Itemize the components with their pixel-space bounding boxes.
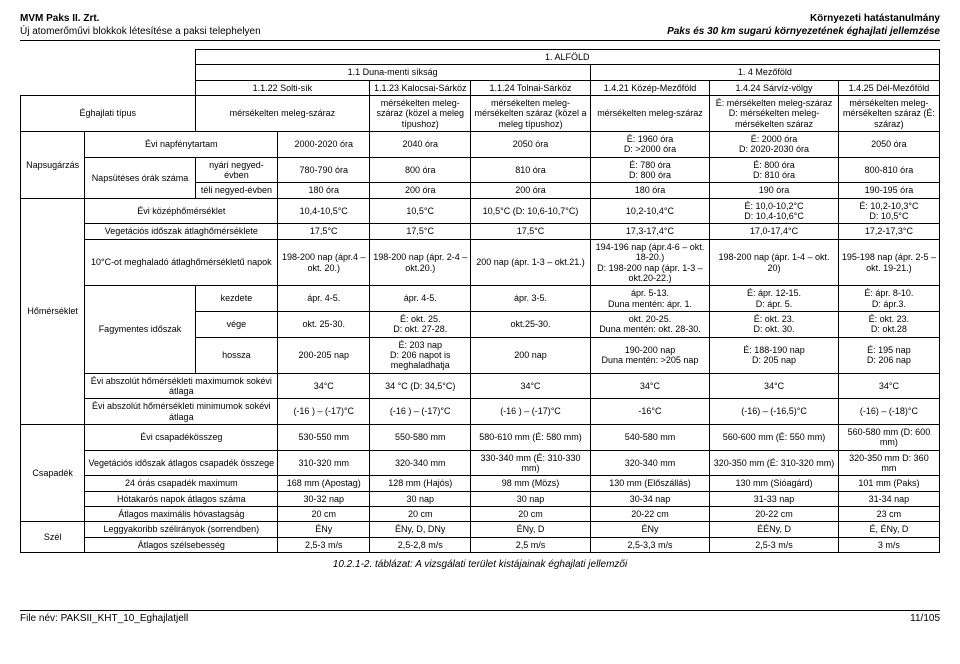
region-mezo: 1. 4 Mezőföld	[590, 65, 939, 80]
header-right: Környezeti hatástanulmány Paks és 30 km …	[667, 12, 940, 38]
company-name: MVM Paks II. Zrt.	[20, 12, 261, 25]
eghajlat-6: mérsékelten meleg-mérsékelten száraz (É:…	[838, 96, 939, 132]
vegcsap-row: Vegetációs időszak átlagos csapadék össz…	[21, 450, 940, 476]
tenc-row: 10°C-ot meghaladó átlaghőmérsékletű napo…	[21, 239, 940, 285]
hotakar-row: Hótakarós napok átlagos száma 30-32 nap …	[21, 491, 940, 506]
eghajlat-5: É: mérsékelten meleg-száraz D: mérsékelt…	[710, 96, 839, 132]
eghajlat-4: mérsékelten meleg-száraz	[590, 96, 709, 132]
footer-page: 11/105	[910, 613, 940, 624]
absmin-row: Évi abszolút hőmérsékleti minimumok soké…	[21, 399, 940, 425]
max24-row: 24 órás csapadék maximum 168 mm (Apostag…	[21, 476, 940, 491]
doc-type: Környezeti hatástanulmány	[667, 12, 940, 25]
napfeny-row: Napsugárzás Évi napfénytartam 2000-2020 …	[21, 132, 940, 158]
col-kozep: 1.4.21 Közép-Mezőföld	[590, 80, 709, 95]
col-kalocsa: 1.1.23 Kalocsai-Sárköz	[370, 80, 471, 95]
napsugar-label: Napsugárzás	[21, 132, 85, 199]
region-dms: 1.1 Duna-menti síkság	[195, 65, 590, 80]
col-del: 1.4.25 Dél-Mezőföld	[838, 80, 939, 95]
napsut-label: Napsütéses órák száma	[85, 157, 195, 198]
veget-row: Vegetációs időszak átlaghőmérséklete 17,…	[21, 224, 940, 239]
eghajlat-1: mérsékelten meleg-száraz	[195, 96, 370, 132]
csapadek-label: Csapadék	[21, 424, 85, 521]
eghajlat-row: Éghajlati típus mérsékelten meleg-száraz…	[21, 96, 940, 132]
eghajlat-3: mérsékelten meleg-mérsékelten száraz (kö…	[471, 96, 590, 132]
kezdete-row: Fagymentes időszak kezdete ápr. 4-5. ápr…	[21, 286, 940, 312]
doc-subtitle: Paks és 30 km sugarú környezetének éghaj…	[667, 25, 940, 38]
eghajlat-2: mérsékelten meleg-száraz (közel a meleg …	[370, 96, 471, 132]
region-alfold: 1. ALFÖLD	[195, 50, 939, 65]
header-left: MVM Paks II. Zrt. Új atomerőművi blokkok…	[20, 12, 261, 38]
eghajlat-label: Éghajlati típus	[21, 96, 196, 132]
absmax-row: Évi abszolút hőmérsékleti maximumok soké…	[21, 373, 940, 399]
col-tolna: 1.1.24 Tolnai-Sárköz	[471, 80, 590, 95]
header-row-1: 1. ALFÖLD	[21, 50, 940, 65]
homerseklet-label: Hőmérséklet	[21, 198, 85, 424]
col-solti: 1.1.22 Solti-sík	[195, 80, 370, 95]
szelseb-row: Átlagos szélsebesség 2,5-3 m/s 2,5-2,8 m…	[21, 537, 940, 552]
climate-table: 1. ALFÖLD 1.1 Duna-menti síkság 1. 4 Mez…	[20, 49, 940, 553]
project-desc: Új atomerőművi blokkok létesítése a paks…	[20, 25, 261, 38]
szelir-row: Szél Leggyakoribb szélirányok (sorrendbe…	[21, 522, 940, 537]
table-caption: 10.2.1-2. táblázat: A vizsgálati terület…	[20, 559, 940, 570]
szel-label: Szél	[21, 522, 85, 553]
kozep-row: Hőmérséklet Évi középhőmérséklet 10,4-10…	[21, 198, 940, 224]
hovast-row: Átlagos maximális hóvastagság 20 cm 20 c…	[21, 507, 940, 522]
footer-filename: File név: PAKSII_KHT_10_Eghajlatjell	[20, 613, 188, 624]
page-footer: File név: PAKSII_KHT_10_Eghajlatjell 11/…	[20, 610, 940, 624]
col-sarviz: 1.4.24 Sárvíz-völgy	[710, 80, 839, 95]
page-header: MVM Paks II. Zrt. Új atomerőművi blokkok…	[20, 12, 940, 41]
evicsap-row: Csapadék Évi csapadékösszeg 530-550 mm 5…	[21, 424, 940, 450]
napfeny-label: Évi napfénytartam	[85, 132, 278, 158]
napsut1-row: Napsütéses órák száma nyári negyed-évben…	[21, 157, 940, 183]
